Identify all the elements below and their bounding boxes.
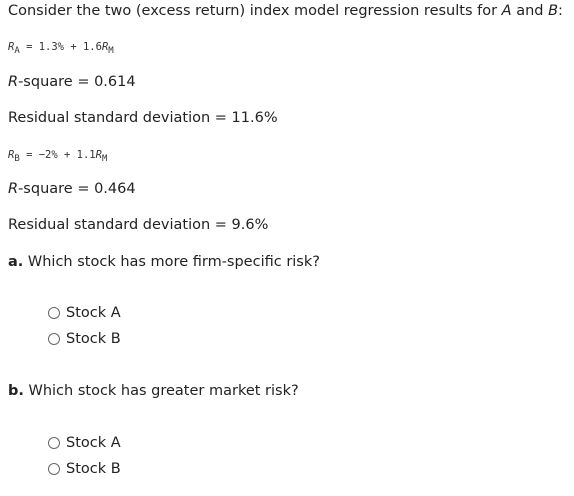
option-label[interactable]: Stock B [66, 331, 121, 347]
option[interactable]: Stock B [48, 329, 121, 349]
question: b. Which stock has greater market risk? [8, 381, 299, 401]
question-text: Which stock has more firm-specific risk? [23, 254, 320, 270]
text: R [101, 41, 109, 53]
question-text: Which stock has greater market risk? [23, 383, 299, 399]
question-label: a. [8, 254, 24, 270]
text: -square = 0.614 [18, 74, 136, 90]
residual: Residual standard deviation = 9.6% [8, 217, 269, 233]
option-label[interactable]: Stock B [66, 461, 121, 477]
text: M [101, 154, 108, 165]
text: B [548, 3, 559, 19]
text: M [108, 46, 114, 57]
r-square: R-square = 0.464 [8, 179, 136, 199]
text: R [8, 181, 19, 197]
option[interactable]: Stock B [48, 459, 121, 479]
text: and [511, 3, 549, 19]
text: -square = 0.464 [18, 181, 136, 197]
question: a. Which stock has more firm-specific ri… [8, 252, 320, 272]
intro: Consider the two (excess return) index m… [8, 1, 563, 21]
text: R [95, 149, 102, 161]
option[interactable]: Stock A [48, 303, 121, 323]
text: = 1.3% + 1.6 [19, 41, 102, 53]
radio-button[interactable] [48, 437, 60, 449]
text: Consider the two (excess return) index m… [8, 3, 502, 19]
text: R [8, 74, 19, 90]
radio-button[interactable] [48, 307, 60, 319]
text: = −2% + 1.1 [19, 149, 96, 161]
text: B [14, 154, 20, 165]
question-label: b. [8, 383, 24, 399]
text: A [14, 46, 20, 57]
text: R [8, 41, 15, 53]
text: R [8, 149, 15, 161]
equation: RB = −2% + 1.1RM [8, 145, 107, 169]
option-label[interactable]: Stock A [66, 305, 121, 321]
text: : [558, 3, 563, 19]
text: A [501, 3, 512, 19]
option[interactable]: Stock A [48, 433, 121, 453]
residual: Residual standard deviation = 11.6% [8, 110, 278, 126]
r-square: R-square = 0.614 [8, 72, 136, 92]
radio-button[interactable] [48, 463, 60, 475]
radio-button[interactable] [48, 333, 60, 345]
option-label[interactable]: Stock A [66, 435, 121, 451]
equation: RA = 1.3% + 1.6RM [8, 37, 114, 61]
